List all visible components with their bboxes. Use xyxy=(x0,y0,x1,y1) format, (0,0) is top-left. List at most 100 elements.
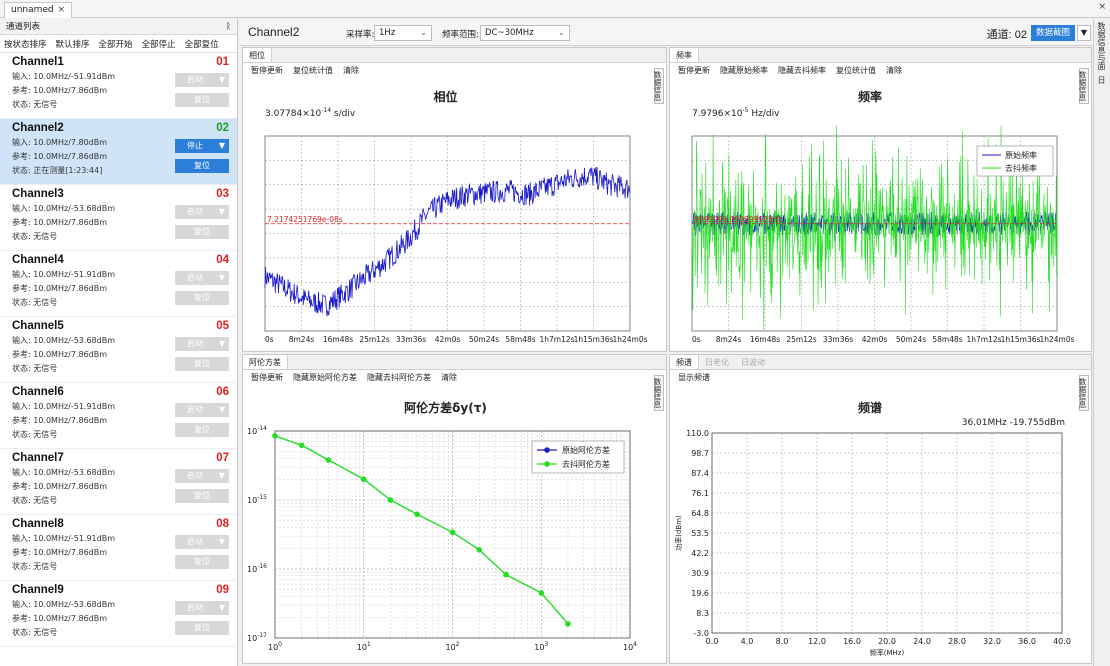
channel-row[interactable]: Channel3 03 输入: 10.0MHz/-53.68dBm 参考: 10.0M… xyxy=(0,185,237,251)
chevron-down-icon[interactable]: ▼ xyxy=(218,339,225,348)
x-tick-label: 1h7m12s xyxy=(539,335,574,344)
channel-row[interactable]: Channel4 04 输入: 10.0MHz/-51.91dBm 参考: 10.0M… xyxy=(0,251,237,317)
channel-reset-button[interactable]: 复位 xyxy=(175,423,229,437)
tab-allan[interactable]: 阿伦方差 xyxy=(243,355,288,369)
channel-row[interactable]: Channel2 02 输入: 10.0MHz/7.80dBm 参考: 10.0MHz… xyxy=(0,119,237,185)
sample-rate-value: 1Hz xyxy=(379,28,396,38)
pin-icon[interactable]: ᚱ xyxy=(225,22,231,32)
channel-start-button[interactable]: 启动 ▼ xyxy=(175,403,229,417)
menu-action-3[interactable]: 复位统计值 xyxy=(836,65,876,75)
channel-selector[interactable]: 通道: 02 xyxy=(986,29,1027,41)
channel-start-button[interactable]: 启动 ▼ xyxy=(175,469,229,483)
frequency-data-info-tab[interactable]: 数据信息 xyxy=(1078,68,1089,104)
x-tick-label: 20.0 xyxy=(878,637,896,646)
channel-reset-button[interactable]: 复位 xyxy=(175,555,229,569)
tab-phase[interactable]: 相位 xyxy=(243,48,272,62)
channel-status: 状态: 无信号 xyxy=(12,562,58,571)
y-tick-label: 42.2 xyxy=(691,549,709,558)
channel-reset-button[interactable]: 复位 xyxy=(175,621,229,635)
sort-button-2[interactable]: 全部开始 xyxy=(98,39,133,50)
tab-spectrum-0[interactable]: 频谱 xyxy=(670,355,699,369)
y-tick-label: 10-14 xyxy=(247,425,267,436)
x-tick-label: 58m48s xyxy=(505,335,535,344)
chevron-down-icon[interactable]: ▼ xyxy=(218,603,225,612)
menu-action-2[interactable]: 隐藏去抖频率 xyxy=(778,65,826,75)
channel-number: 02 xyxy=(216,122,229,134)
allan-point xyxy=(538,590,545,596)
menu-action-1[interactable]: 隐藏原始阿伦方差 xyxy=(293,372,357,382)
channel-start-button[interactable]: 启动 ▼ xyxy=(175,535,229,549)
channel-row[interactable]: Channel7 07 输入: 10.0MHz/-53.68dBm 参考: 10.0M… xyxy=(0,449,237,515)
channel-start-button[interactable]: 启动 ▼ xyxy=(175,271,229,285)
more-dropdown-icon[interactable]: ▼ xyxy=(1077,25,1091,41)
mean-label: 9999999.999999925Hz xyxy=(694,215,782,224)
x-tick-label: 16m48s xyxy=(323,335,353,344)
document-tab[interactable]: unnamed × xyxy=(4,2,73,18)
sample-rate-select[interactable]: 1Hz ⌄ xyxy=(374,25,432,41)
legend-box xyxy=(531,440,625,474)
close-icon[interactable]: × xyxy=(1098,2,1106,12)
chevron-down-icon[interactable]: ▼ xyxy=(218,405,225,414)
spectrum-data-info-tab[interactable]: 数据信息 xyxy=(1078,375,1089,411)
channel-reset-button[interactable]: 复位 xyxy=(175,357,229,371)
channel-input: 输入: 10.0MHz/-51.91dBm xyxy=(12,534,116,543)
menu-action-4[interactable]: 清除 xyxy=(886,65,902,75)
menu-action-0[interactable]: 暂停更新 xyxy=(251,65,283,75)
allan-chart: 100 101 102 103 104 10-17 10-16 10-15 10-14 原始阿伦方… xyxy=(247,425,637,652)
channel-reset-button[interactable]: 复位 xyxy=(175,159,229,173)
chevron-down-icon[interactable]: ▼ xyxy=(218,141,225,150)
channel-ref: 参考: 10.0MHz/7.86dBm xyxy=(12,548,108,557)
menu-action-1[interactable]: 隐藏原始频率 xyxy=(720,65,768,75)
chevron-down-icon[interactable]: ▼ xyxy=(218,207,225,216)
tab-frequency[interactable]: 频率 xyxy=(670,48,699,62)
channel-reset-button[interactable]: 复位 xyxy=(175,225,229,239)
menu-action-0[interactable]: 暂停更新 xyxy=(251,372,283,382)
channel-start-button[interactable]: 启动 ▼ xyxy=(175,601,229,615)
chevron-down-icon[interactable]: ▼ xyxy=(218,273,225,282)
sort-button-0[interactable]: 按状态排序 xyxy=(4,39,47,50)
channel-row[interactable]: Channel9 09 输入: 10.0MHz/-53.68dBm 参考: 10.0M… xyxy=(0,581,237,647)
channel-row[interactable]: Channel6 06 输入: 10.0MHz/-51.91dBm 参考: 10.0M… xyxy=(0,383,237,449)
chevron-down-icon[interactable]: ▼ xyxy=(218,471,225,480)
channel-start-button[interactable]: 启动 ▼ xyxy=(175,205,229,219)
phase-data-info-tab[interactable]: 数据信息 xyxy=(653,68,664,104)
chevron-down-icon[interactable]: ▼ xyxy=(218,75,225,84)
menu-action-3[interactable]: 清除 xyxy=(441,372,457,382)
x-tick-label: 12.0 xyxy=(808,637,826,646)
allan-data-info-tab[interactable]: 数据信息 xyxy=(653,375,664,411)
sort-button-1[interactable]: 默认排序 xyxy=(55,39,90,50)
sort-button-4[interactable]: 全部复位 xyxy=(184,39,219,50)
channel-row[interactable]: Channel5 05 输入: 10.0MHz/-53.68dBm 参考: 10.0M… xyxy=(0,317,237,383)
x-tick-label: 0s xyxy=(265,335,274,344)
channel-ref: 参考: 10.0MHz/7.86dBm xyxy=(12,284,108,293)
channel-reset-button[interactable]: 复位 xyxy=(175,93,229,107)
x-tick-label: 28.0 xyxy=(948,637,966,646)
allan-point xyxy=(387,497,394,503)
channel-status: 状态: 无信号 xyxy=(12,496,58,505)
channel-start-button[interactable]: 启动 ▼ xyxy=(175,73,229,87)
phase-chart: 0s 8m24s 16m48s 25m12s 33m36s 42m0s 50m24s 58m4… xyxy=(264,135,648,344)
tab-spectrum-1[interactable]: 日老化 xyxy=(705,358,729,367)
channel-input: 输入: 10.0MHz/-51.91dBm xyxy=(12,402,116,411)
close-tab-icon[interactable]: × xyxy=(57,5,66,15)
side-tab-log[interactable]: 日 xyxy=(1097,76,1106,84)
channel-start-button[interactable]: 停止 ▼ xyxy=(175,139,229,153)
channel-reset-button[interactable]: 复位 xyxy=(175,489,229,503)
tab-spectrum-2[interactable]: 日波动 xyxy=(741,358,765,367)
chevron-down-icon[interactable]: ▼ xyxy=(218,537,225,546)
sort-button-3[interactable]: 全部停止 xyxy=(141,39,176,50)
side-tab-data-info[interactable]: 数据信息与面 xyxy=(1097,22,1106,70)
channel-row[interactable]: Channel8 08 输入: 10.0MHz/-51.91dBm 参考: 10.0M… xyxy=(0,515,237,581)
channel-row[interactable]: Channel1 01 输入: 10.0MHz/-51.91dBm 参考: 10.0M… xyxy=(0,53,237,119)
freq-range-select[interactable]: DC~30MHz ⌄ xyxy=(480,25,570,41)
screenshot-button[interactable]: 数据截图 xyxy=(1031,25,1075,41)
menu-action-0[interactable]: 暂停更新 xyxy=(678,65,710,75)
phase-scale-unit: s/div xyxy=(331,109,356,119)
menu-action-1[interactable]: 复位统计值 xyxy=(293,65,333,75)
menu-action-2[interactable]: 清除 xyxy=(343,65,359,75)
channel-start-button[interactable]: 启动 ▼ xyxy=(175,337,229,351)
channel-reset-button[interactable]: 复位 xyxy=(175,291,229,305)
menu-action-2[interactable]: 隐藏去抖阿伦方差 xyxy=(367,372,431,382)
x-tick-label: 103 xyxy=(534,641,548,652)
menu-action-0[interactable]: 显示频谱 xyxy=(678,372,710,382)
